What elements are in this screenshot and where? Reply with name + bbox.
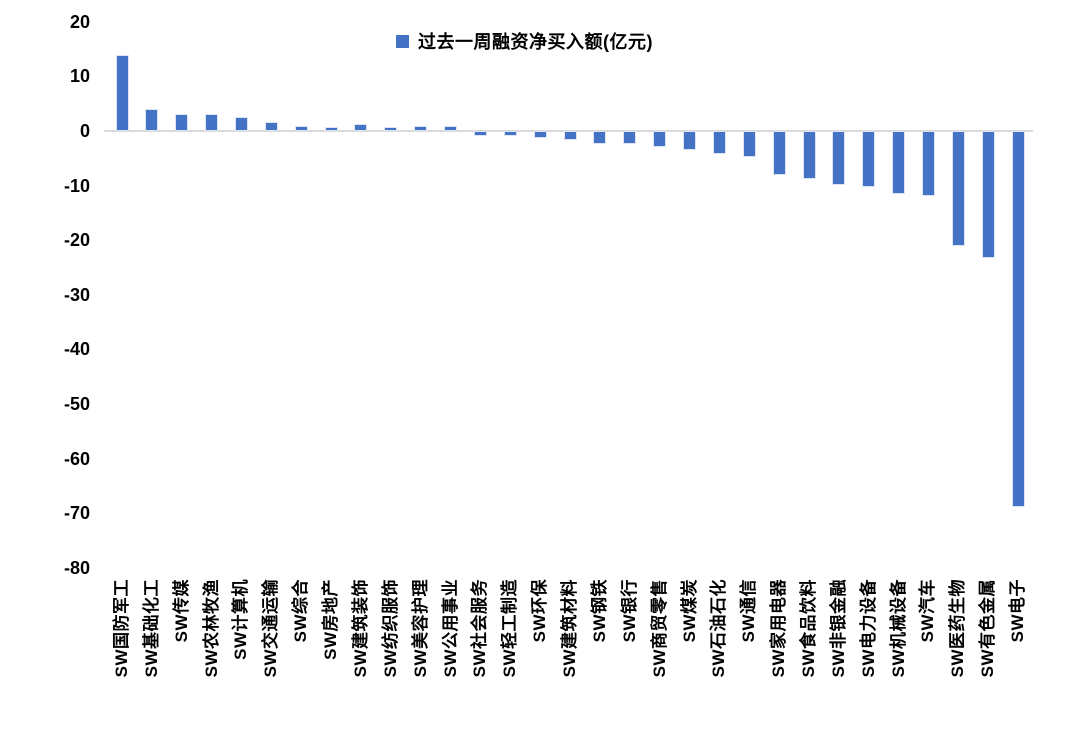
x-category-label: SW食品饮料 bbox=[799, 579, 818, 678]
x-category-label: SW机械设备 bbox=[888, 579, 908, 678]
y-tick-label: -40 bbox=[63, 339, 90, 360]
x-category-label: SW综合 bbox=[291, 579, 311, 643]
x-category-label: SW房地产 bbox=[321, 579, 341, 660]
x-category-label: SW建筑材料 bbox=[560, 579, 580, 678]
x-category-label: SW钢铁 bbox=[589, 579, 609, 643]
bar-SW医药生物 bbox=[951, 131, 965, 247]
y-tick-label: -50 bbox=[63, 394, 90, 414]
x-category-label: SW环保 bbox=[530, 579, 550, 643]
bar-SW传媒 bbox=[175, 113, 189, 131]
bar-SW交通运输 bbox=[264, 122, 278, 131]
bar-SW非银金融 bbox=[832, 131, 846, 186]
bar-SW社会服务 bbox=[473, 131, 487, 136]
bar-SW电力设备 bbox=[862, 131, 876, 187]
bar-SW建筑材料 bbox=[563, 131, 577, 140]
bar-SW房地产 bbox=[324, 127, 338, 131]
x-category-label: SW国防军工 bbox=[112, 579, 131, 678]
x-category-label: SW商贸零售 bbox=[649, 579, 669, 678]
y-tick-label: 0 bbox=[79, 121, 90, 141]
bar-SW农林牧渔 bbox=[205, 113, 219, 131]
x-category-label: SW银行 bbox=[619, 579, 639, 643]
bar-SW煤炭 bbox=[683, 131, 697, 151]
bar-SW综合 bbox=[294, 125, 308, 131]
x-category-label: SW公用事业 bbox=[440, 579, 460, 678]
x-category-label: SW煤炭 bbox=[679, 579, 699, 643]
bar-SW机械设备 bbox=[892, 131, 906, 195]
bar-SW钢铁 bbox=[593, 131, 607, 145]
bar-SW食品饮料 bbox=[802, 131, 816, 179]
bar-SW商贸零售 bbox=[653, 131, 667, 148]
x-category-label: SW家用电器 bbox=[769, 579, 789, 678]
bar-SW通信 bbox=[742, 131, 756, 158]
bar-SW环保 bbox=[533, 131, 547, 138]
x-category-label: SW石油石化 bbox=[709, 579, 729, 678]
x-category-label: SW交通运输 bbox=[261, 579, 281, 678]
x-category-label: SW有色金属 bbox=[978, 579, 998, 678]
bar-SW轻工制造 bbox=[503, 131, 517, 137]
bar-SW家用电器 bbox=[772, 131, 786, 176]
x-category-label: SW计算机 bbox=[231, 579, 251, 660]
y-tick-label: -30 bbox=[63, 284, 90, 305]
y-tick-label: 20 bbox=[69, 11, 90, 32]
bar-SW有色金属 bbox=[981, 131, 995, 258]
legend-series-label: 过去一周融资净买入额(亿元) bbox=[418, 32, 653, 52]
x-category-label: SW农林牧渔 bbox=[201, 579, 221, 678]
bar-SW计算机 bbox=[234, 116, 248, 131]
bar-SW建筑装饰 bbox=[354, 124, 368, 131]
x-category-label: SW非银金融 bbox=[828, 579, 848, 678]
x-category-label: SW建筑装饰 bbox=[350, 579, 370, 678]
y-tick-label: -10 bbox=[63, 175, 90, 196]
x-category-label: SW纺织服饰 bbox=[380, 579, 400, 678]
bar-SW汽车 bbox=[921, 131, 935, 196]
x-category-label: SW电子 bbox=[1008, 579, 1028, 643]
y-tick-label: -60 bbox=[63, 448, 90, 469]
bar-SW石油石化 bbox=[712, 131, 726, 155]
bar-SW基础化工 bbox=[145, 108, 159, 131]
x-category-label: SW社会服务 bbox=[470, 579, 490, 678]
y-tick-label: -20 bbox=[63, 230, 90, 251]
x-category-label: SW美容护理 bbox=[410, 579, 430, 678]
bar-SW美容护理 bbox=[414, 126, 428, 131]
x-category-label: SW电力设备 bbox=[858, 579, 878, 678]
legend-series-swatch-icon bbox=[396, 34, 409, 48]
y-tick-label: -80 bbox=[63, 557, 90, 578]
bar-SW银行 bbox=[623, 131, 637, 145]
x-category-label: SW医药生物 bbox=[948, 579, 968, 678]
y-tick-label: -70 bbox=[63, 503, 90, 524]
x-category-label: SW通信 bbox=[739, 579, 759, 643]
y-tick-label: 10 bbox=[69, 66, 90, 87]
bar-SW公用事业 bbox=[444, 126, 458, 131]
x-category-label: SW汽车 bbox=[918, 579, 938, 643]
bar-SW国防军工 bbox=[115, 55, 129, 131]
bar-SW电子 bbox=[1011, 131, 1025, 508]
x-category-label: SW基础化工 bbox=[141, 579, 161, 678]
chart-legend: 过去一周融资净买入额(亿元) bbox=[396, 28, 653, 54]
x-category-label: SW轻工制造 bbox=[500, 579, 520, 678]
x-category-label: SW传媒 bbox=[171, 579, 191, 643]
bar-SW纺织服饰 bbox=[384, 126, 398, 131]
